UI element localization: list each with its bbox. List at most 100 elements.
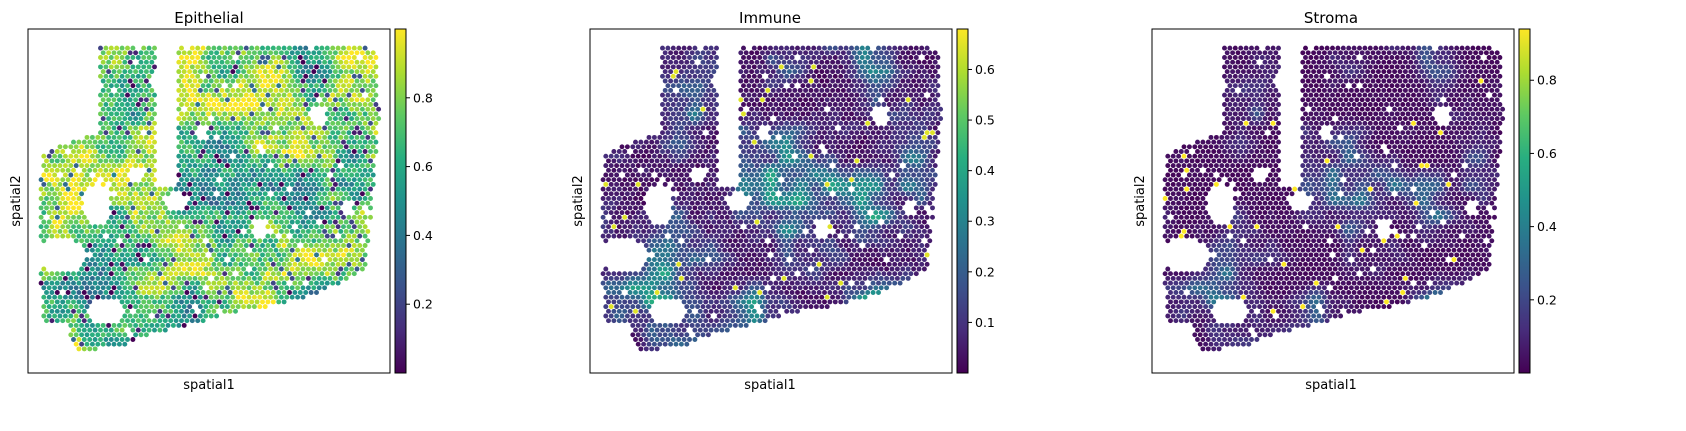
spot [295, 285, 301, 291]
spot [638, 224, 644, 230]
spot [687, 73, 692, 79]
spot [181, 228, 187, 234]
spot [189, 233, 195, 239]
spot [673, 144, 679, 150]
spot [857, 50, 863, 56]
spot [268, 200, 274, 206]
spot [314, 149, 319, 154]
spot [722, 191, 728, 197]
spot [838, 45, 844, 51]
spot [676, 73, 682, 79]
spot [152, 243, 157, 248]
spot [370, 134, 376, 140]
spot [816, 158, 822, 164]
spot [206, 224, 211, 230]
spot [133, 116, 139, 122]
spot [919, 224, 925, 230]
spot [357, 224, 363, 230]
spot [68, 163, 74, 169]
spot [927, 59, 933, 65]
spot [181, 210, 187, 216]
spot [287, 45, 292, 51]
spot [138, 275, 144, 281]
spot [894, 125, 900, 131]
spot [757, 55, 763, 60]
spot [714, 186, 719, 192]
spot [660, 55, 665, 60]
spot [184, 318, 190, 324]
spot [708, 120, 714, 126]
spot [222, 196, 228, 201]
spot [873, 228, 879, 234]
spot [668, 219, 674, 225]
spot [641, 219, 647, 225]
spot [865, 149, 871, 154]
spot [57, 163, 63, 169]
spot [54, 318, 60, 324]
spot [627, 158, 633, 164]
spot [800, 55, 806, 60]
spot [308, 64, 314, 70]
spot [695, 97, 701, 103]
spot [349, 59, 355, 65]
spot [292, 280, 298, 286]
spot [870, 139, 876, 145]
spot [324, 177, 330, 183]
spot [119, 55, 125, 60]
spot [795, 186, 800, 192]
spot [324, 271, 330, 277]
spot [338, 87, 344, 93]
spot [314, 64, 319, 70]
spot [270, 280, 276, 286]
spot [60, 205, 66, 211]
spot [181, 144, 187, 150]
spot [143, 69, 149, 75]
spot [52, 285, 58, 291]
spot [746, 92, 752, 98]
spot [705, 78, 711, 84]
spot [765, 78, 771, 84]
spot [662, 69, 668, 75]
spot [292, 111, 298, 117]
spot [251, 191, 257, 197]
spot [795, 111, 800, 117]
spot [160, 191, 166, 197]
spot [146, 120, 152, 126]
spot [757, 205, 763, 211]
spot [219, 285, 225, 291]
spot [222, 73, 228, 79]
spot [135, 92, 141, 98]
spot [738, 153, 744, 159]
spot [38, 205, 44, 211]
spot [368, 158, 373, 164]
spot [146, 243, 152, 248]
spot [335, 205, 341, 211]
spot [57, 191, 63, 197]
spot [703, 149, 709, 154]
spot [76, 158, 82, 164]
spot [857, 219, 863, 225]
spot [708, 196, 714, 201]
spot [865, 130, 871, 136]
spot [292, 167, 298, 173]
spot [76, 290, 82, 295]
spot [233, 73, 238, 79]
spot [289, 172, 295, 178]
spot [270, 186, 276, 192]
spot [262, 144, 268, 150]
spot [700, 219, 706, 225]
spot [354, 238, 360, 244]
spot [797, 59, 803, 65]
spot [233, 64, 238, 70]
spot [751, 205, 757, 211]
spot [111, 163, 117, 169]
spot [881, 214, 887, 220]
spot [295, 275, 301, 281]
spot [262, 59, 268, 65]
spot [865, 214, 871, 220]
spot [849, 130, 854, 136]
spot [854, 139, 860, 145]
spot [262, 238, 268, 244]
spot [838, 158, 844, 164]
spot [343, 238, 349, 244]
